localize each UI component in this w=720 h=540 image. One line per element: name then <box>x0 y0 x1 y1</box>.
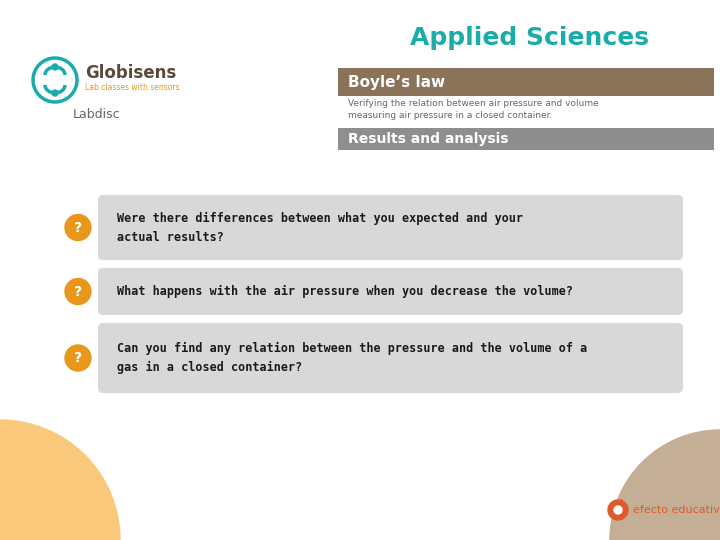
Text: measuring air pressure in a closed container.: measuring air pressure in a closed conta… <box>348 111 552 120</box>
Text: ?: ? <box>74 285 82 299</box>
Text: ?: ? <box>74 351 82 365</box>
Circle shape <box>608 500 628 520</box>
Circle shape <box>0 420 120 540</box>
Text: Labdisc: Labdisc <box>73 109 121 122</box>
FancyBboxPatch shape <box>338 128 714 150</box>
Circle shape <box>65 345 91 371</box>
Text: Can you find any relation between the pressure and the volume of a
gas in a clos: Can you find any relation between the pr… <box>117 342 588 374</box>
Circle shape <box>52 64 58 70</box>
Circle shape <box>52 90 58 96</box>
Text: 2: 2 <box>618 499 624 505</box>
FancyBboxPatch shape <box>98 323 683 393</box>
FancyBboxPatch shape <box>98 195 683 260</box>
FancyBboxPatch shape <box>338 68 714 96</box>
Text: Lab classes with sensors: Lab classes with sensors <box>85 83 179 91</box>
Circle shape <box>65 214 91 240</box>
Circle shape <box>614 506 622 514</box>
Circle shape <box>610 430 720 540</box>
FancyBboxPatch shape <box>98 268 683 315</box>
Circle shape <box>65 279 91 305</box>
Text: Applied Sciences: Applied Sciences <box>410 26 649 50</box>
Text: What happens with the air pressure when you decrease the volume?: What happens with the air pressure when … <box>117 285 573 298</box>
Text: Verifying the relation between air pressure and volume: Verifying the relation between air press… <box>348 99 599 109</box>
Text: efecto educativo: efecto educativo <box>633 505 720 515</box>
Text: ?: ? <box>74 220 82 234</box>
Text: Were there differences between what you expected and your
actual results?: Were there differences between what you … <box>117 212 523 244</box>
Text: Boyle’s law: Boyle’s law <box>348 75 445 90</box>
Text: Results and analysis: Results and analysis <box>348 132 508 146</box>
Text: Globisens: Globisens <box>85 64 176 82</box>
